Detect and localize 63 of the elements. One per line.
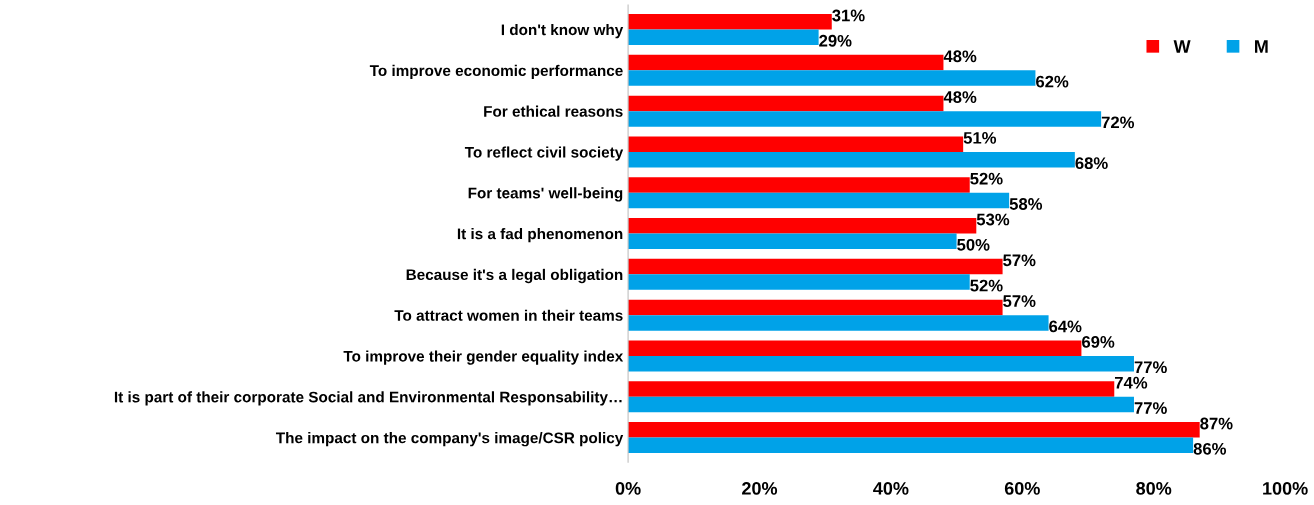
y-tick-label: To attract women in their teams — [394, 309, 623, 321]
bar — [628, 111, 1102, 127]
data-label: 86% — [1193, 442, 1227, 455]
data-label: 77% — [1134, 361, 1167, 374]
data-label: 72% — [1101, 116, 1135, 129]
bar — [628, 136, 964, 152]
bar — [628, 315, 1049, 331]
y-tick-label: For teams' well-being — [468, 187, 623, 202]
bar — [628, 233, 957, 250]
x-tick-label: 60% — [1004, 482, 1040, 495]
legend-label: M — [1255, 40, 1268, 53]
bar — [628, 422, 1200, 438]
bar — [628, 177, 970, 193]
y-tick-label: Because it's a legal obligation — [406, 268, 623, 284]
legend-label: W — [1173, 40, 1191, 53]
y-tick-label: The impact on the company's image/CSR policy — [275, 432, 624, 447]
y-tick-label: It is part of their corporate Social and Environmental Responsability… — [114, 391, 622, 406]
x-tick-label: 40% — [873, 482, 909, 495]
bar — [628, 355, 1134, 372]
bar — [628, 299, 1003, 316]
data-label: 52% — [970, 172, 1003, 185]
y-tick-label: For ethical reasons — [484, 105, 623, 117]
x-tick-label: 80% — [1136, 482, 1172, 495]
y-tick-label: To improve economic performance — [369, 64, 623, 80]
bar — [628, 218, 977, 234]
data-label: 48% — [943, 50, 977, 63]
bar — [628, 70, 1036, 86]
data-label: 69% — [1082, 336, 1115, 348]
bar — [628, 54, 944, 71]
data-label: 57% — [1003, 295, 1036, 307]
data-label: 31% — [832, 9, 865, 22]
bar — [628, 14, 832, 30]
y-tick-label: It is a fad phenomenon — [457, 228, 623, 243]
x-tick-label: 100% — [1263, 482, 1308, 495]
data-label: 62% — [1036, 75, 1069, 88]
x-tick-label: 20% — [742, 482, 778, 495]
data-label: 53% — [976, 213, 1010, 226]
data-label: 29% — [819, 34, 852, 47]
bar — [628, 258, 1003, 275]
data-label: 77% — [1134, 402, 1167, 414]
bar — [628, 95, 944, 112]
data-label: 57% — [1003, 254, 1036, 267]
bar — [628, 151, 1075, 168]
bar — [628, 396, 1134, 413]
data-label: 58% — [1009, 198, 1043, 210]
data-label: 52% — [970, 279, 1003, 292]
data-label: 51% — [963, 132, 997, 144]
y-tick-label: To reflect civil society — [464, 146, 624, 161]
data-label: 64% — [1049, 320, 1082, 333]
bar — [628, 340, 1082, 356]
y-tick-label: To improve their gender equality index — [343, 350, 624, 365]
data-label: 48% — [943, 91, 977, 103]
data-label: 74% — [1114, 376, 1148, 389]
data-label: 68% — [1075, 157, 1108, 170]
y-tick-label: I don't know why — [501, 24, 624, 39]
data-label: 87% — [1200, 417, 1233, 430]
data-label: 50% — [957, 238, 990, 251]
bar — [628, 29, 819, 46]
bar — [628, 381, 1115, 397]
bar — [628, 192, 1010, 209]
bar — [628, 437, 1194, 454]
bar — [628, 274, 970, 290]
x-tick-label: 0% — [615, 482, 641, 495]
